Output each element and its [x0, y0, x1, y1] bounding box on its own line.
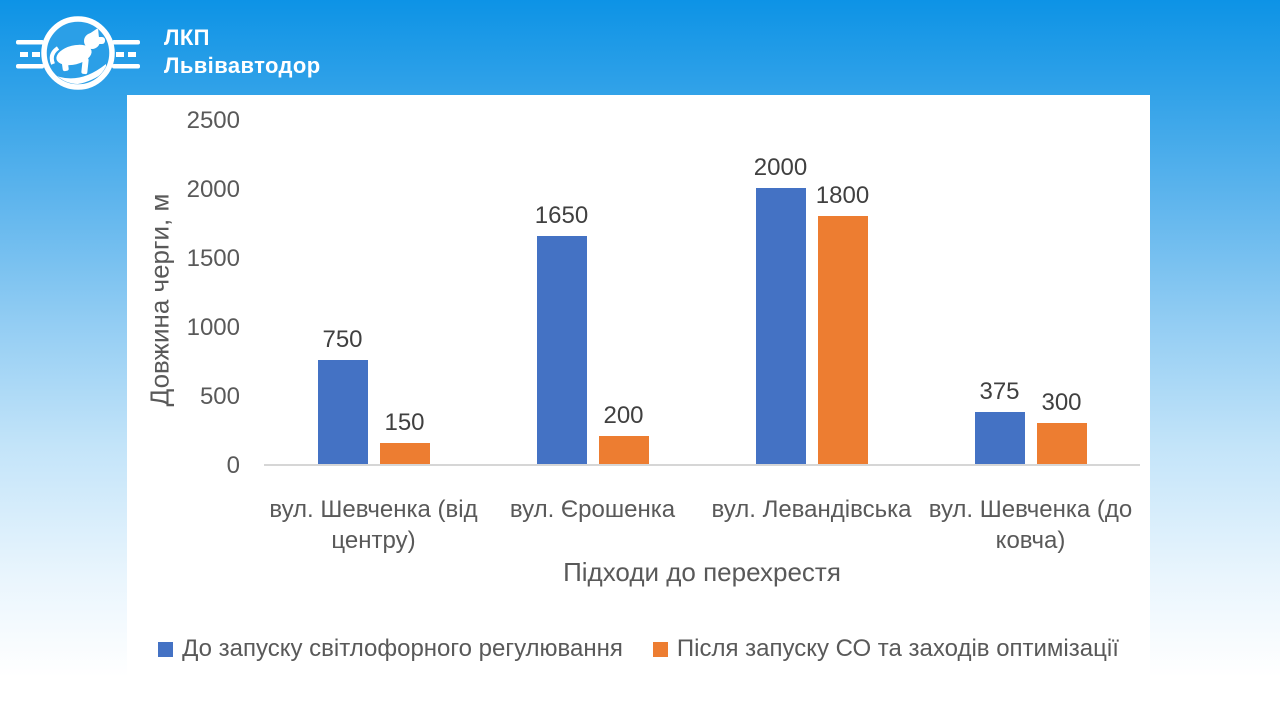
bar-after	[817, 216, 868, 464]
bar-value-label: 300	[1041, 389, 1082, 416]
logo-text-line1: ЛКП	[164, 25, 210, 50]
x-category-label: вул. Шевченка (від центру)	[269, 496, 478, 554]
x-category-label: вул. Левандівська	[711, 496, 912, 523]
lvivavtodor-logo: ЛКП Львівавтодор	[12, 8, 321, 96]
legend-item: Після запуску СО та заходів оптимізації	[652, 635, 1119, 663]
x-category-labels: вул. Шевченка (від центру) вул. Єрошенка в…	[264, 494, 1140, 556]
y-tick-label: 1000	[186, 314, 240, 341]
bar-before	[536, 236, 587, 464]
bar-before	[317, 360, 368, 464]
x-category-label: вул. Єрошенка	[509, 496, 676, 523]
bar-before	[974, 412, 1025, 464]
legend-swatch-icon	[652, 641, 668, 657]
y-tick-label: 500	[199, 383, 240, 410]
bar-value-label: 200	[603, 402, 644, 429]
y-tick-label: 0	[226, 452, 240, 479]
bar-value-label: 150	[384, 409, 425, 436]
lion-road-logo-icon	[16, 16, 140, 90]
x-category-label: вул. Шевченка (до ковча)	[928, 496, 1133, 554]
bar-after	[1036, 423, 1087, 464]
y-tick-label: 2500	[186, 107, 240, 134]
bar-before	[755, 188, 806, 464]
bar-after	[379, 443, 430, 464]
bar-after	[598, 436, 649, 464]
bar-value-label: 1800	[815, 182, 870, 209]
logo-text-line2: Львівавтодор	[164, 53, 321, 78]
y-tick-label: 1500	[186, 245, 240, 272]
x-axis-title: Підходи до перехрестя	[563, 557, 841, 587]
bar-value-label: 2000	[753, 154, 808, 181]
plot-area: 750 150 1650 200 2000 1800 375 300	[264, 121, 1140, 466]
chart-legend: До запуску світлофорного регулювання Післ…	[127, 635, 1150, 663]
chart-panel: Довжина черги, м 0 500 1000 1500 2000 2500 75…	[127, 95, 1150, 720]
legend-swatch-icon	[158, 641, 174, 657]
legend-item: До запуску світлофорного регулювання	[158, 635, 623, 663]
bar-value-label: 1650	[534, 202, 589, 229]
x-axis-line	[264, 464, 1140, 466]
y-axis-title: Довжина черги, м	[144, 193, 175, 407]
bar-value-label: 750	[322, 326, 363, 353]
legend-label: Після запуску СО та заходів оптимізації	[676, 635, 1119, 662]
logo-text: ЛКП Львівавтодор	[164, 24, 321, 80]
bar-value-label: 375	[979, 378, 1020, 405]
legend-label: До запуску світлофорного регулювання	[182, 635, 623, 662]
y-tick-label: 2000	[186, 176, 240, 203]
